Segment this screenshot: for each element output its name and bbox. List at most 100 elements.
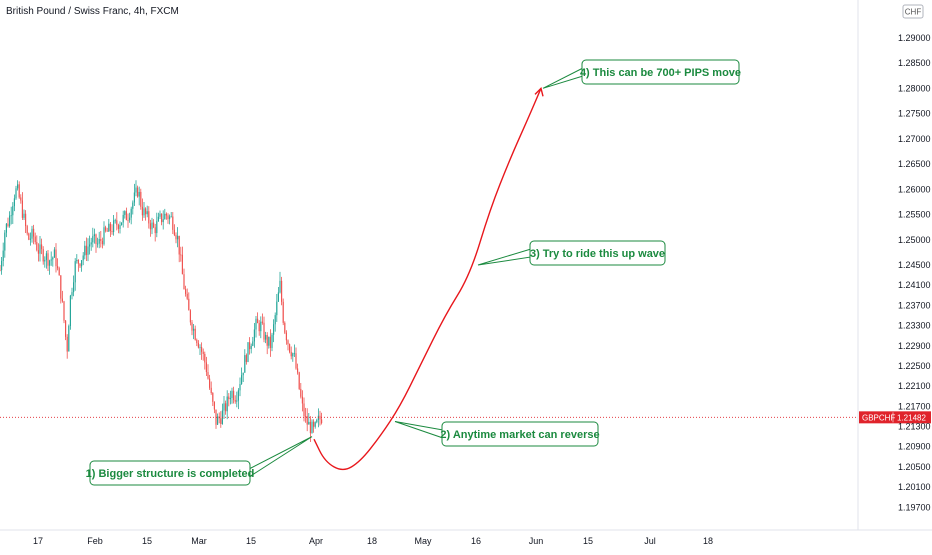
y-tick-label: 1.28500	[898, 58, 931, 68]
candle-body	[316, 419, 318, 423]
candle-body	[12, 206, 14, 216]
candle-body	[93, 234, 95, 237]
candle-body	[191, 322, 193, 331]
candle-body	[229, 398, 231, 400]
candle-body	[63, 301, 65, 321]
candle-body	[186, 293, 188, 299]
candle-body	[207, 372, 209, 379]
candle-body	[317, 415, 319, 420]
x-tick-label: 17	[33, 536, 43, 546]
candle-body	[239, 384, 241, 391]
y-tick-label: 1.27500	[898, 109, 931, 119]
candle-body	[313, 421, 315, 427]
candle-body	[314, 422, 316, 427]
candle-body	[266, 335, 268, 346]
candle-body	[10, 215, 12, 217]
candle-body	[319, 415, 321, 420]
time-axis[interactable]: 17 Feb 15 Mar 15 Apr 18 May 16 Jun 15 Jul 18	[33, 536, 713, 546]
candle-body	[87, 246, 89, 255]
annotation-callout[interactable]: 2) Anytime market can reverse	[394, 420, 600, 447]
candle-body	[292, 353, 294, 357]
y-tick-label: 1.23700	[898, 300, 931, 310]
chart-title: British Pound / Swiss Franc, 4h, FXCM	[6, 6, 179, 17]
candle-body	[311, 421, 313, 434]
candle-body	[180, 254, 182, 256]
candle-body	[125, 211, 127, 221]
candle-body	[26, 226, 28, 234]
candle-body	[213, 401, 215, 410]
candle-body	[97, 243, 99, 245]
candle-body	[202, 351, 204, 354]
candle-body	[228, 396, 230, 400]
annotation-label: 1) Bigger structure is completed	[86, 468, 255, 480]
candle-body	[193, 328, 195, 331]
candle-body	[234, 400, 236, 402]
candle-body	[140, 191, 142, 207]
candle-body	[199, 347, 201, 348]
annotation-label: 3) Try to ride this up wave	[530, 248, 665, 260]
candle-body	[74, 261, 76, 283]
candle-body	[303, 403, 305, 417]
candle-body	[145, 208, 147, 215]
annotation-label: 2) Anytime market can reverse	[440, 429, 599, 441]
candle-body	[300, 388, 302, 397]
candle-body	[21, 200, 23, 218]
candle-body	[201, 347, 203, 352]
candle-body	[39, 244, 41, 254]
candle-body	[306, 416, 308, 425]
x-tick-label: Jun	[529, 536, 544, 546]
candle-body	[287, 340, 289, 345]
candle-body	[265, 335, 267, 340]
annotations-layer: 1) Bigger structure is completed 2) Anyti…	[86, 59, 741, 486]
candle-body	[242, 372, 244, 376]
candle-body	[25, 213, 27, 227]
candle-body	[90, 242, 92, 245]
price-axis[interactable]: 1.29000 1.28500 1.28000 1.27500 1.27000 1.265…	[898, 33, 931, 512]
candle-body	[210, 387, 212, 394]
candle-body	[233, 390, 235, 401]
y-tick-label: 1.27000	[898, 134, 931, 144]
candle-body	[52, 257, 54, 260]
candle-body	[129, 217, 131, 221]
candle-body	[177, 235, 179, 240]
candle-body	[103, 227, 105, 245]
y-tick-label: 1.29000	[898, 33, 931, 43]
candle-body	[156, 221, 158, 234]
x-tick-label: 15	[246, 536, 256, 546]
candle-body	[151, 222, 153, 230]
candle-body	[212, 393, 214, 402]
annotation-callout[interactable]: 4) This can be 700+ PIPS move	[542, 59, 741, 89]
candle-body	[45, 253, 47, 260]
x-tick-label: Feb	[87, 536, 103, 546]
candle-body	[277, 292, 279, 302]
currency-badge[interactable]: CHF	[902, 4, 924, 19]
candle-body	[117, 225, 119, 229]
candle-body	[271, 334, 273, 348]
candle-body	[321, 419, 323, 424]
candle-body	[252, 341, 254, 346]
annotation-callout[interactable]: 1) Bigger structure is completed	[86, 436, 313, 486]
candle-body	[173, 229, 175, 236]
last-price-line: GBPCHF 1.21482	[0, 411, 931, 424]
candle-body	[217, 416, 219, 425]
candle-body	[84, 245, 86, 256]
candle-body	[55, 249, 57, 267]
candle-body	[263, 322, 265, 340]
projection-arrowhead	[534, 86, 544, 97]
candle-body	[297, 368, 299, 373]
candle-body	[143, 208, 145, 216]
y-tick-label: 1.28000	[898, 83, 931, 93]
candle-body	[189, 310, 191, 323]
annotation-callout[interactable]: 3) Try to ride this up wave	[477, 240, 666, 266]
x-tick-label: May	[414, 536, 432, 546]
annotation-pointer	[394, 420, 444, 439]
candle-body	[276, 301, 278, 316]
last-price-badge	[859, 411, 931, 424]
candle-body	[28, 233, 30, 240]
candle-body	[121, 222, 123, 226]
candle-body	[0, 270, 1, 271]
candle-body	[220, 418, 222, 424]
x-tick-label: Apr	[309, 536, 323, 546]
candle-body	[309, 421, 311, 434]
